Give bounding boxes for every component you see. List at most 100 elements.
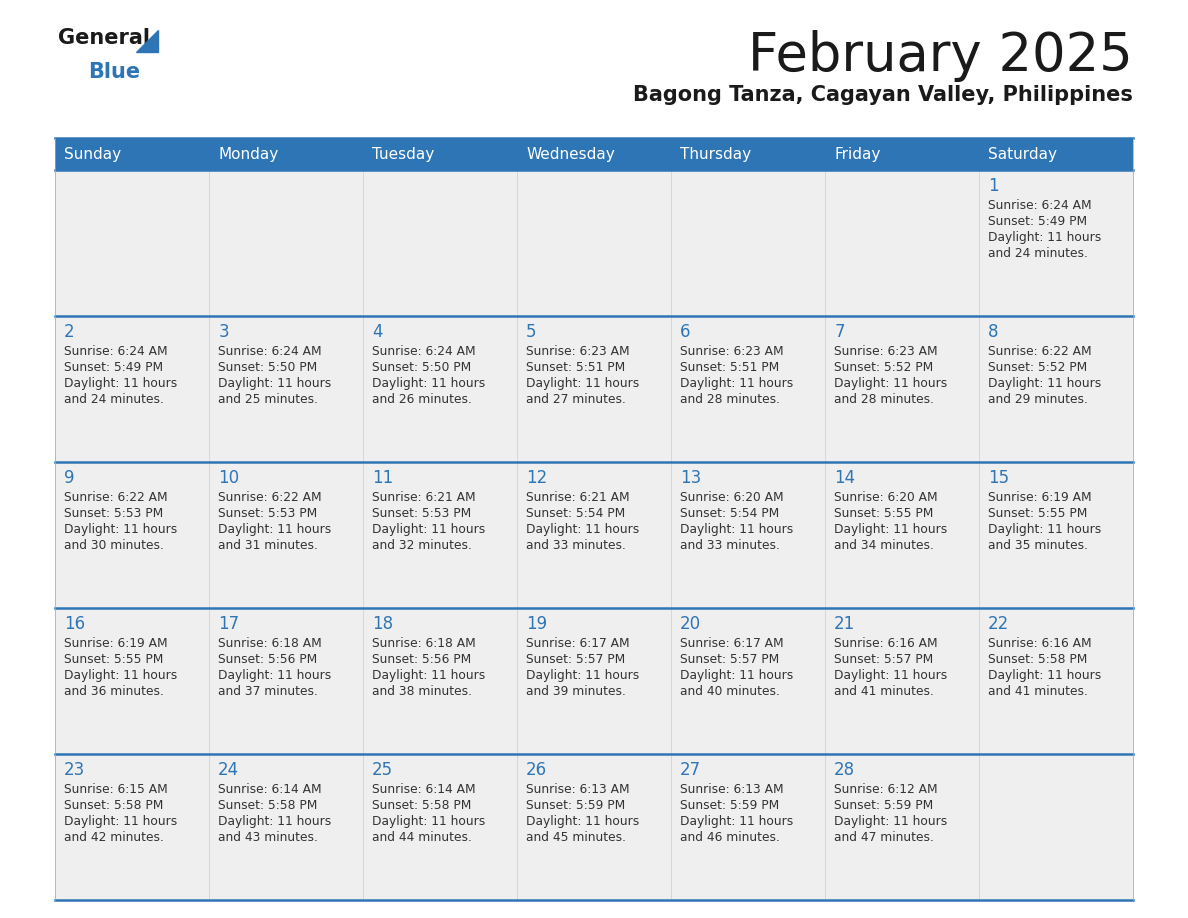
- Bar: [517, 316, 671, 462]
- Text: 19: 19: [526, 615, 548, 633]
- Text: February 2025: February 2025: [748, 30, 1133, 82]
- Text: Daylight: 11 hours: Daylight: 11 hours: [988, 669, 1101, 682]
- Text: Daylight: 11 hours: Daylight: 11 hours: [526, 669, 639, 682]
- Text: Sunrise: 6:22 AM: Sunrise: 6:22 AM: [219, 491, 322, 504]
- Text: 10: 10: [219, 469, 239, 487]
- Text: Daylight: 11 hours: Daylight: 11 hours: [219, 669, 331, 682]
- Text: and 47 minutes.: and 47 minutes.: [834, 831, 934, 844]
- Bar: [671, 316, 824, 462]
- Text: Sunrise: 6:14 AM: Sunrise: 6:14 AM: [372, 783, 476, 796]
- Text: and 37 minutes.: and 37 minutes.: [219, 685, 318, 698]
- Text: and 36 minutes.: and 36 minutes.: [64, 685, 164, 698]
- Text: Friday: Friday: [834, 147, 880, 162]
- Text: Daylight: 11 hours: Daylight: 11 hours: [219, 377, 331, 390]
- Bar: [824, 462, 979, 608]
- Bar: [364, 462, 517, 608]
- Text: Daylight: 11 hours: Daylight: 11 hours: [64, 815, 177, 828]
- Bar: [517, 608, 671, 754]
- Bar: [671, 608, 824, 754]
- Text: Sunset: 5:55 PM: Sunset: 5:55 PM: [64, 653, 164, 666]
- Text: Sunset: 5:51 PM: Sunset: 5:51 PM: [526, 361, 626, 374]
- Text: Sunrise: 6:13 AM: Sunrise: 6:13 AM: [681, 783, 784, 796]
- Bar: [55, 462, 209, 608]
- Text: 9: 9: [64, 469, 75, 487]
- Text: Sunset: 5:57 PM: Sunset: 5:57 PM: [526, 653, 626, 666]
- Text: Daylight: 11 hours: Daylight: 11 hours: [834, 523, 948, 536]
- Bar: [517, 170, 671, 316]
- Text: Sunset: 5:58 PM: Sunset: 5:58 PM: [64, 799, 164, 812]
- Text: Daylight: 11 hours: Daylight: 11 hours: [834, 669, 948, 682]
- Text: Sunrise: 6:18 AM: Sunrise: 6:18 AM: [219, 637, 322, 650]
- Text: Sunrise: 6:24 AM: Sunrise: 6:24 AM: [988, 199, 1092, 212]
- Text: Daylight: 11 hours: Daylight: 11 hours: [988, 523, 1101, 536]
- Text: 22: 22: [988, 615, 1010, 633]
- Text: 14: 14: [834, 469, 855, 487]
- Text: and 44 minutes.: and 44 minutes.: [372, 831, 472, 844]
- Text: and 39 minutes.: and 39 minutes.: [526, 685, 626, 698]
- Text: Sunrise: 6:19 AM: Sunrise: 6:19 AM: [64, 637, 168, 650]
- Text: Monday: Monday: [219, 147, 278, 162]
- Text: 25: 25: [372, 761, 393, 779]
- Text: Sunrise: 6:19 AM: Sunrise: 6:19 AM: [988, 491, 1092, 504]
- Text: Daylight: 11 hours: Daylight: 11 hours: [834, 377, 948, 390]
- Text: Daylight: 11 hours: Daylight: 11 hours: [681, 377, 794, 390]
- Text: 17: 17: [219, 615, 239, 633]
- Text: Sunrise: 6:24 AM: Sunrise: 6:24 AM: [219, 345, 322, 358]
- Text: Sunset: 5:59 PM: Sunset: 5:59 PM: [526, 799, 626, 812]
- Bar: [824, 170, 979, 316]
- Text: Sunrise: 6:23 AM: Sunrise: 6:23 AM: [526, 345, 630, 358]
- Text: Sunrise: 6:16 AM: Sunrise: 6:16 AM: [834, 637, 937, 650]
- Bar: [209, 608, 364, 754]
- Bar: [209, 316, 364, 462]
- Text: Sunset: 5:56 PM: Sunset: 5:56 PM: [372, 653, 472, 666]
- Text: and 24 minutes.: and 24 minutes.: [64, 393, 164, 406]
- Text: Sunrise: 6:23 AM: Sunrise: 6:23 AM: [834, 345, 937, 358]
- Text: 2: 2: [64, 323, 75, 341]
- Text: Daylight: 11 hours: Daylight: 11 hours: [526, 815, 639, 828]
- Text: 8: 8: [988, 323, 999, 341]
- Text: and 42 minutes.: and 42 minutes.: [64, 831, 164, 844]
- Text: Sunrise: 6:17 AM: Sunrise: 6:17 AM: [681, 637, 784, 650]
- Bar: [209, 462, 364, 608]
- Text: Sunset: 5:49 PM: Sunset: 5:49 PM: [64, 361, 164, 374]
- Text: and 41 minutes.: and 41 minutes.: [988, 685, 1088, 698]
- Text: Daylight: 11 hours: Daylight: 11 hours: [988, 231, 1101, 244]
- Text: Daylight: 11 hours: Daylight: 11 hours: [681, 523, 794, 536]
- Text: Sunrise: 6:20 AM: Sunrise: 6:20 AM: [834, 491, 937, 504]
- Text: 21: 21: [834, 615, 855, 633]
- Bar: [55, 754, 209, 900]
- Bar: [364, 316, 517, 462]
- Bar: [364, 754, 517, 900]
- Bar: [824, 316, 979, 462]
- Text: and 27 minutes.: and 27 minutes.: [526, 393, 626, 406]
- Text: 4: 4: [372, 323, 383, 341]
- Text: Sunrise: 6:24 AM: Sunrise: 6:24 AM: [64, 345, 168, 358]
- Text: and 28 minutes.: and 28 minutes.: [681, 393, 781, 406]
- Bar: [55, 138, 1133, 170]
- Text: and 28 minutes.: and 28 minutes.: [834, 393, 934, 406]
- Text: 1: 1: [988, 177, 999, 195]
- Bar: [671, 170, 824, 316]
- Bar: [517, 462, 671, 608]
- Text: Sunset: 5:54 PM: Sunset: 5:54 PM: [526, 507, 626, 520]
- Text: Wednesday: Wednesday: [526, 147, 615, 162]
- Text: Daylight: 11 hours: Daylight: 11 hours: [64, 377, 177, 390]
- Text: Sunset: 5:49 PM: Sunset: 5:49 PM: [988, 215, 1087, 228]
- Text: Sunset: 5:52 PM: Sunset: 5:52 PM: [834, 361, 934, 374]
- Text: 12: 12: [526, 469, 548, 487]
- Text: Sunrise: 6:17 AM: Sunrise: 6:17 AM: [526, 637, 630, 650]
- Text: and 46 minutes.: and 46 minutes.: [681, 831, 781, 844]
- Text: and 41 minutes.: and 41 minutes.: [834, 685, 934, 698]
- Text: Tuesday: Tuesday: [372, 147, 435, 162]
- Text: Sunset: 5:59 PM: Sunset: 5:59 PM: [834, 799, 934, 812]
- Bar: [517, 754, 671, 900]
- Text: and 24 minutes.: and 24 minutes.: [988, 247, 1088, 260]
- Text: Sunrise: 6:21 AM: Sunrise: 6:21 AM: [526, 491, 630, 504]
- Text: Sunset: 5:55 PM: Sunset: 5:55 PM: [988, 507, 1088, 520]
- Text: Sunset: 5:53 PM: Sunset: 5:53 PM: [219, 507, 317, 520]
- Bar: [209, 170, 364, 316]
- Text: Sunrise: 6:22 AM: Sunrise: 6:22 AM: [988, 345, 1092, 358]
- Text: and 34 minutes.: and 34 minutes.: [834, 539, 934, 552]
- Bar: [364, 608, 517, 754]
- Bar: [979, 754, 1133, 900]
